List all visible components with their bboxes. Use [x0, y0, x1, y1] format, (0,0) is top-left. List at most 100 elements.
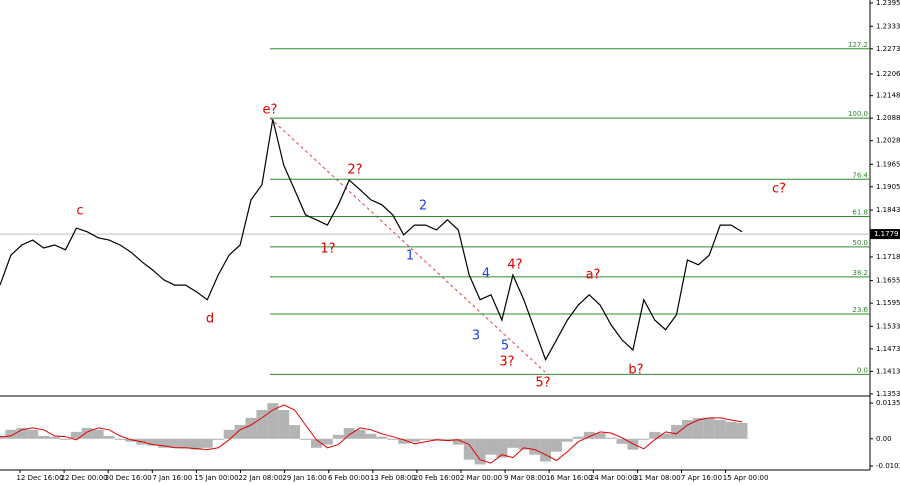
histogram-bar	[583, 431, 595, 439]
histogram-bar	[5, 429, 17, 439]
histogram-bar	[561, 438, 573, 442]
y-tick-label: 1.2273	[876, 45, 900, 53]
wave-label: 4	[482, 267, 490, 282]
histogram-bar	[376, 436, 388, 439]
x-tick-label: 22 Dec 00:00	[61, 474, 108, 482]
histogram-bar	[70, 431, 82, 439]
histogram-bar	[507, 438, 519, 448]
histogram-bar	[92, 429, 104, 439]
histogram-bar	[158, 438, 170, 448]
fib-label: 0.0	[857, 366, 868, 374]
histogram-bar	[703, 417, 715, 439]
histogram-bar	[49, 436, 61, 439]
y-tick-label: 1.2395	[876, 0, 900, 7]
histogram-bar	[38, 435, 50, 439]
last-price-label: 1.1779	[874, 230, 899, 238]
histogram-bar	[420, 438, 432, 440]
wave-label: d	[206, 312, 214, 327]
x-tick-label: 22 Jan 08:00	[238, 474, 282, 482]
y-tick-label: 1.2028	[876, 137, 900, 145]
wave-label: 4?	[507, 258, 522, 273]
histogram-bar	[256, 409, 268, 439]
histogram-bar	[441, 438, 453, 440]
wave-label: 3	[472, 329, 480, 344]
histogram-bar	[463, 438, 475, 460]
histogram-bar	[190, 438, 202, 450]
wave-label: b?	[628, 363, 643, 378]
wave-label: c?	[772, 182, 786, 197]
wave-label: e?	[263, 103, 278, 118]
x-tick-label: 20 Feb 16:00	[414, 474, 460, 482]
histogram-bar	[365, 433, 377, 439]
y-tick-label: 1.2148	[876, 92, 900, 100]
histogram-bar	[518, 438, 530, 450]
x-tick-label: 6 Feb 00:00	[328, 474, 369, 482]
y-tick-label: 1.1965	[876, 160, 900, 168]
histogram-bar	[310, 438, 322, 448]
histogram-bar	[289, 425, 301, 439]
x-tick-label: 12 Dec 16:00	[16, 474, 63, 482]
histogram-bar	[551, 438, 562, 452]
fib-label: 127.2	[848, 41, 868, 49]
histogram-bar	[692, 417, 704, 439]
y-tick-label: 1.1353	[876, 390, 900, 398]
trend-line	[269, 117, 546, 373]
histogram-bar	[616, 438, 628, 444]
x-tick-label: 7 Jan 16:00	[152, 474, 192, 482]
histogram-bar	[278, 409, 290, 439]
histogram-bar	[681, 420, 693, 439]
histogram-bar	[540, 438, 552, 462]
histogram-bar	[245, 417, 257, 439]
y-tick-label: 1.1413	[876, 367, 900, 375]
wave-label: a?	[586, 268, 601, 283]
fib-label: 100.0	[848, 110, 868, 118]
histogram-bar	[671, 425, 682, 439]
histogram-bar	[332, 434, 344, 439]
histogram-bar	[234, 425, 246, 439]
price-line	[0, 119, 743, 362]
histogram-bar	[0, 435, 6, 439]
histogram-bar	[223, 429, 235, 439]
wave-label: 3?	[499, 355, 514, 370]
x-tick-label: 31 Mar 08:00	[634, 474, 681, 482]
histogram-bar	[485, 438, 497, 455]
histogram-bar	[496, 438, 508, 458]
x-tick-label: 24 Mar 00:00	[590, 474, 637, 482]
wave-label: 1	[406, 249, 414, 264]
histogram-bar	[16, 427, 28, 439]
histogram-bar	[81, 427, 93, 439]
y-tick-label: 1.2088	[876, 114, 900, 122]
histogram-bar	[147, 438, 159, 446]
histogram-bar	[267, 403, 279, 439]
fib-label: 61.8	[852, 208, 868, 216]
histogram-bar	[60, 438, 71, 440]
x-tick-label: 16 Mar 16:00	[546, 474, 593, 482]
histogram-bar	[649, 431, 661, 439]
wave-label: 2?	[347, 163, 362, 178]
fib-label: 38.2	[852, 269, 868, 277]
histogram-bar	[343, 427, 355, 439]
x-tick-label: 15 Jan 00:00	[194, 474, 238, 482]
histogram-bar	[321, 438, 333, 445]
x-tick-label: 7 Apr 16:00	[681, 474, 722, 482]
osc-y-tick-label: -0.0103	[876, 462, 900, 470]
histogram-bar	[354, 429, 366, 439]
x-tick-label: 13 Feb 08:00	[370, 474, 416, 482]
y-tick-label: 1.1843	[876, 206, 900, 214]
histogram-bar	[572, 436, 584, 439]
wave-label: 5?	[535, 376, 550, 391]
histogram-bar	[387, 438, 399, 440]
fib-label: 76.4	[852, 171, 868, 179]
x-tick-label: 2 Mar 00:00	[460, 474, 502, 482]
wave-label: 5	[501, 339, 509, 354]
histogram-bar	[409, 438, 421, 442]
y-tick-label: 1.1533	[876, 322, 900, 330]
histogram-bar	[201, 438, 213, 448]
fib-label: 50.0	[852, 239, 868, 247]
histogram-bar	[474, 438, 486, 465]
y-tick-label: 1.2333	[876, 22, 900, 30]
signal-line	[0, 404, 743, 464]
y-tick-label: 1.1718	[876, 253, 900, 261]
